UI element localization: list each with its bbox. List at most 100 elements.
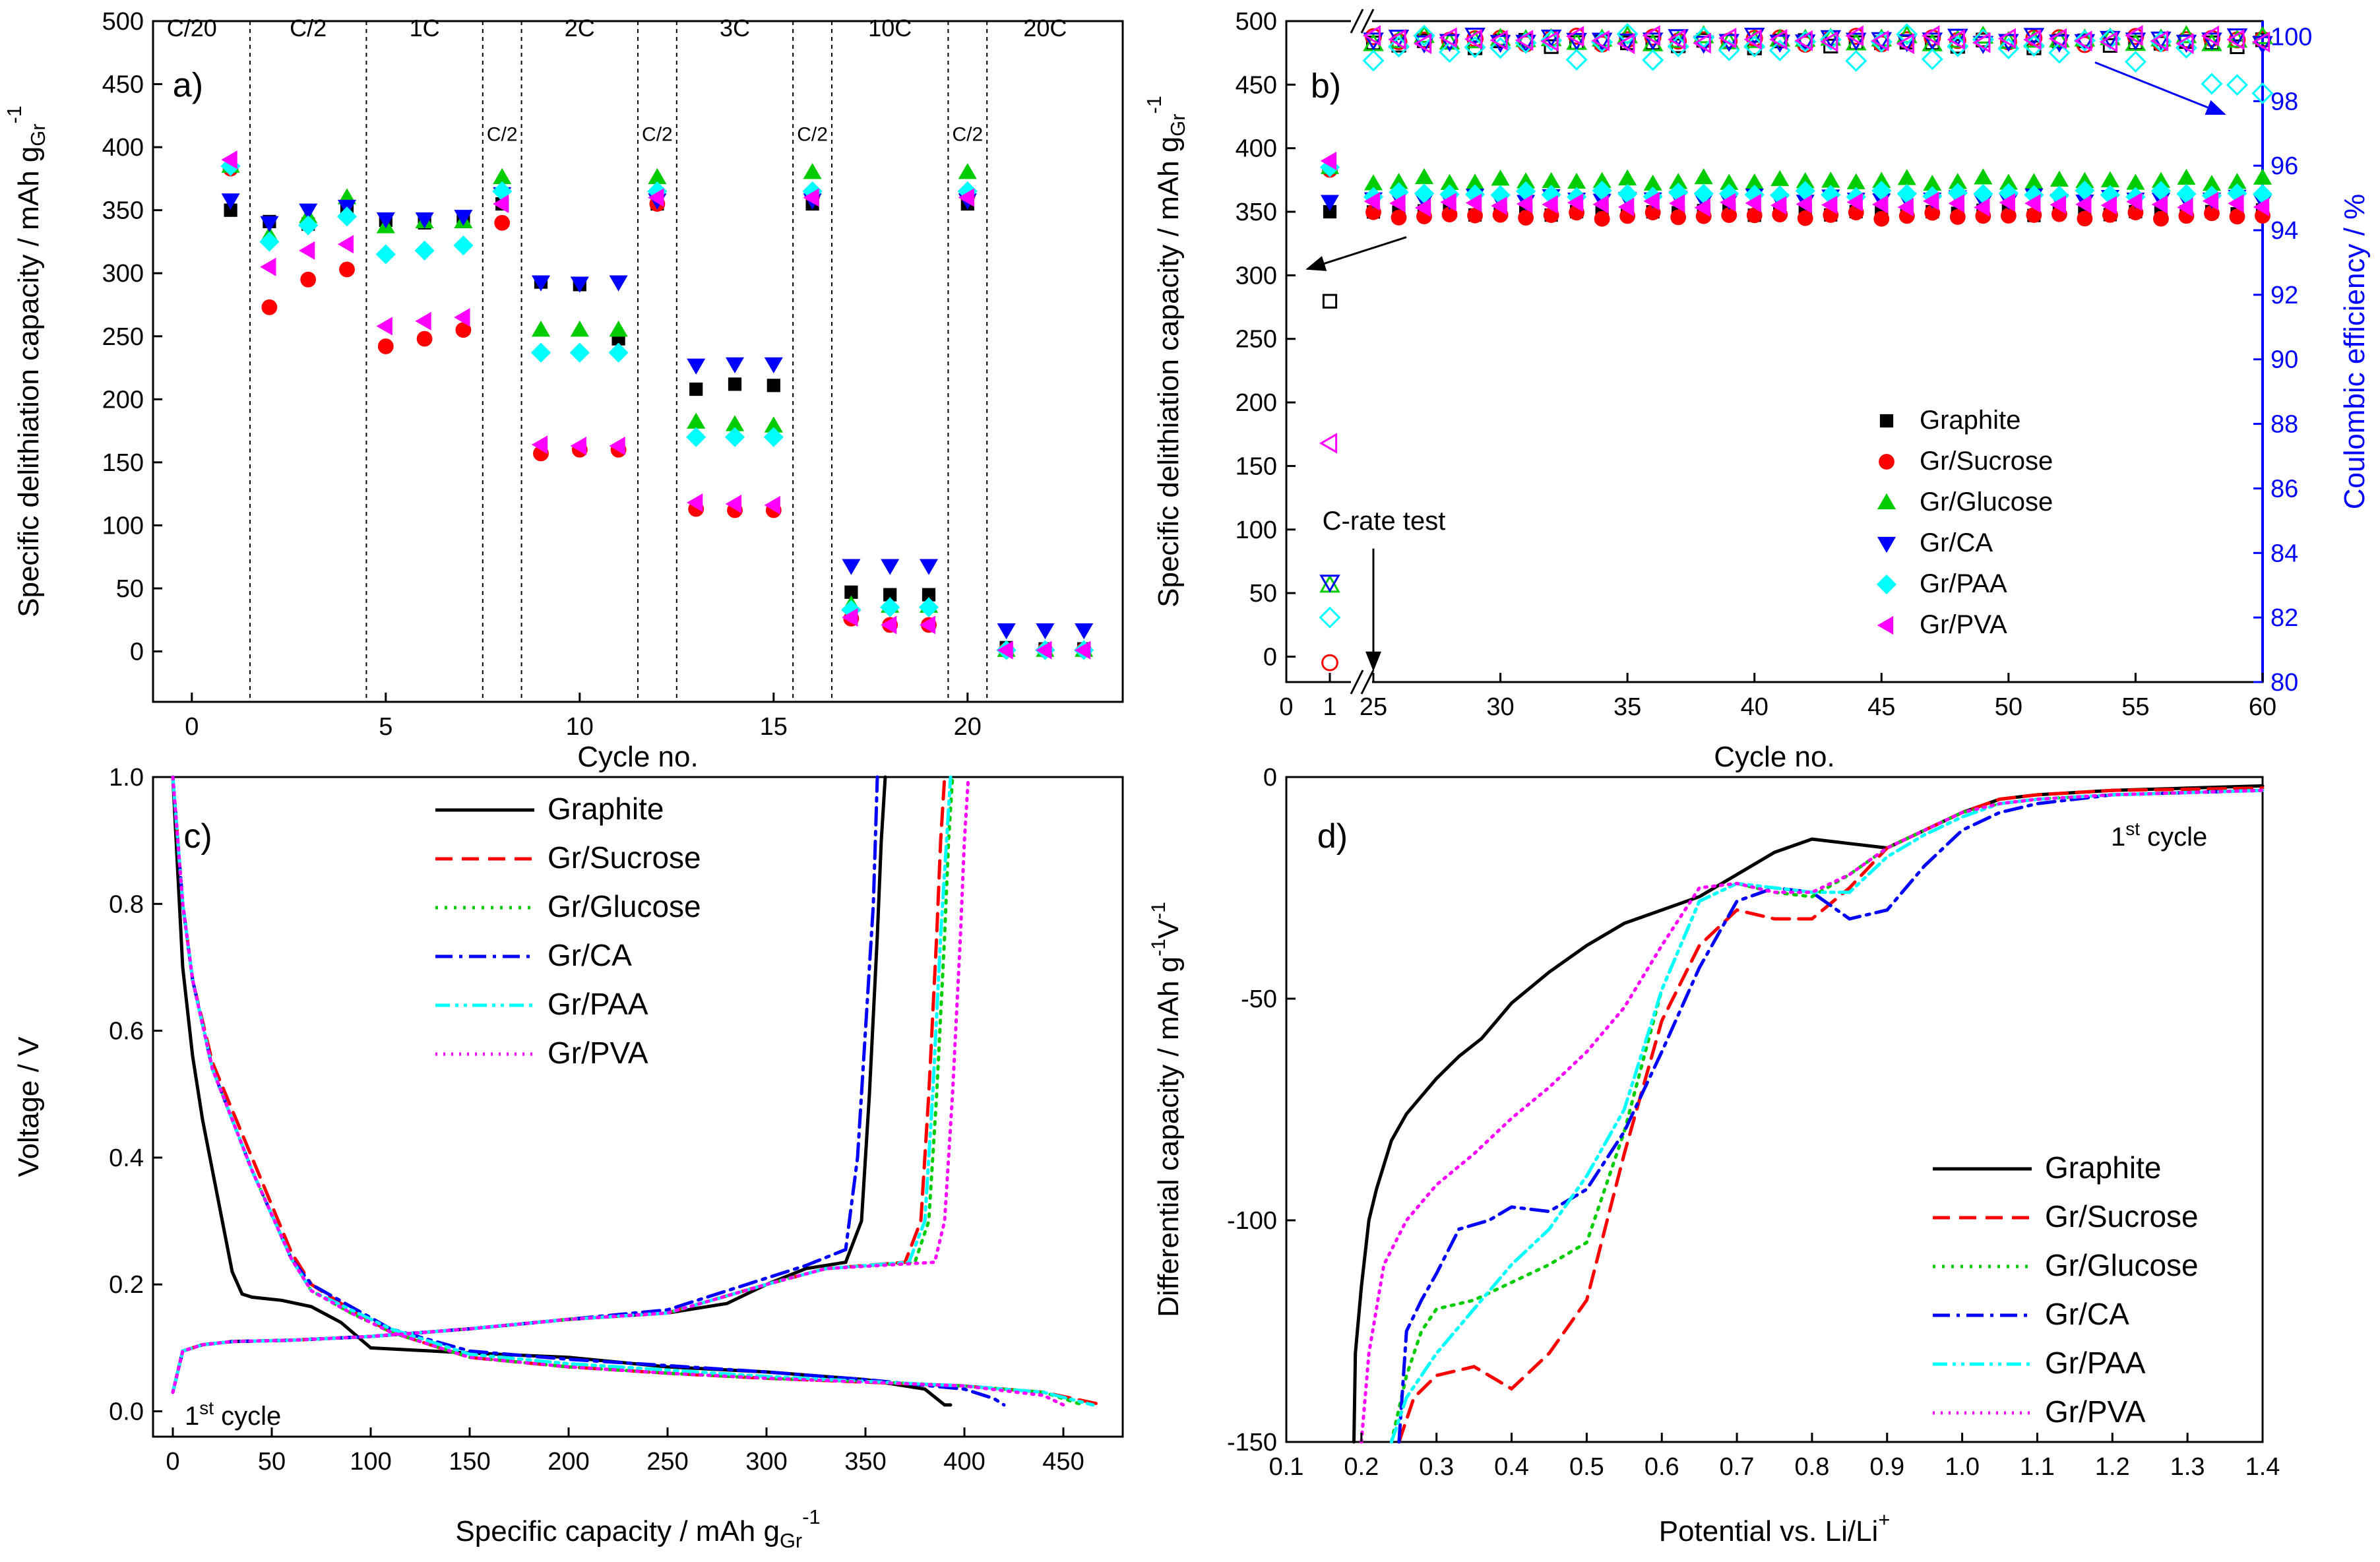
capacity-axis-arrow bbox=[1305, 236, 1407, 271]
data-point bbox=[1643, 191, 1660, 211]
data-point bbox=[454, 308, 470, 327]
legend-marker bbox=[1877, 493, 1896, 510]
legend-label: Gr/Sucrose bbox=[1920, 447, 2053, 476]
data-point bbox=[1642, 32, 1664, 51]
data-point bbox=[494, 214, 511, 231]
panel-a-ytick-label: 200 bbox=[102, 386, 144, 414]
y-axis-title-sub: Gr bbox=[1166, 114, 1189, 137]
panel-b-ytick-label: 400 bbox=[1236, 135, 1277, 163]
data-point bbox=[2125, 32, 2146, 51]
panel-a-ytick-label: 100 bbox=[102, 512, 144, 540]
data-point bbox=[763, 427, 784, 447]
data-point bbox=[1922, 32, 1943, 51]
data-point bbox=[2150, 30, 2169, 51]
data-point bbox=[1591, 30, 1610, 51]
data-point bbox=[1491, 170, 1510, 186]
data-point bbox=[1565, 26, 1584, 47]
data-point bbox=[336, 206, 358, 227]
panel-c-xtick-label: 350 bbox=[844, 1448, 886, 1476]
data-point bbox=[1618, 169, 1637, 185]
legend-label: Gr/Sucrose bbox=[2045, 1199, 2199, 1234]
data-point bbox=[300, 271, 317, 288]
data-point bbox=[2074, 30, 2092, 51]
data-point bbox=[531, 435, 548, 454]
data-point bbox=[1769, 34, 1791, 53]
panel-b-xtick-label: 45 bbox=[1867, 693, 1895, 721]
panel-c-frame bbox=[152, 776, 1124, 1438]
panel-b-ytick-label: 450 bbox=[1236, 71, 1277, 99]
axis-break-mark bbox=[1360, 9, 1375, 34]
y-axis-title: Specific delithiation capacity / mAh gGr… bbox=[3, 106, 49, 617]
data-point bbox=[2177, 168, 2196, 185]
y2-axis-title: Coulombic efficiency / % bbox=[2338, 194, 2371, 510]
ce-axis-arrow bbox=[2094, 61, 2226, 115]
panel-b-ytick-label: 350 bbox=[1236, 199, 1277, 226]
data-point bbox=[2251, 82, 2274, 104]
panel-c-ytick-label: 1.0 bbox=[109, 764, 144, 792]
data-point bbox=[2099, 31, 2118, 53]
data-point bbox=[260, 216, 279, 232]
panel-a-xtick-label: 15 bbox=[760, 713, 788, 741]
panel-b-xtick-label: 30 bbox=[1486, 693, 1514, 721]
y-axis-title: Specific delithiation capacity / mAh gGr… bbox=[1143, 96, 1189, 608]
panel-c-xtick-label: 50 bbox=[258, 1448, 286, 1476]
panel-a-ytick-label: 400 bbox=[102, 134, 144, 162]
series-line bbox=[1360, 788, 2265, 1444]
data-point bbox=[259, 232, 280, 252]
data-point bbox=[2251, 31, 2270, 53]
data-point bbox=[1743, 28, 1762, 50]
data-point bbox=[881, 615, 897, 635]
data-point bbox=[609, 275, 628, 292]
data-point bbox=[2153, 210, 2169, 227]
data-point bbox=[1922, 25, 1940, 47]
data-point bbox=[1845, 49, 1867, 72]
data-point bbox=[1319, 575, 1340, 593]
panel-b-ytick-label: 100 bbox=[1236, 516, 1277, 544]
panel-label: c) bbox=[183, 817, 212, 856]
panel-b: b) 0 1 25 30 35 40 45 50 55 60 0 50 100 150 200 250 300 35… bbox=[1143, 8, 2371, 773]
panel-a-ytick-label: 150 bbox=[102, 449, 144, 477]
data-point bbox=[2201, 32, 2222, 51]
data-point bbox=[725, 357, 745, 374]
data-point bbox=[1796, 195, 1812, 214]
data-point bbox=[1592, 195, 1609, 214]
panel-b-y2tick-label: 84 bbox=[2270, 540, 2298, 567]
series-line bbox=[1397, 786, 2265, 1444]
data-point bbox=[1820, 31, 1838, 52]
data-point bbox=[1036, 640, 1052, 660]
data-point bbox=[415, 311, 431, 330]
data-point bbox=[725, 494, 742, 514]
data-point bbox=[1439, 34, 1460, 52]
data-point bbox=[919, 615, 936, 635]
data-point bbox=[687, 493, 703, 513]
legend-label: Gr/PAA bbox=[2045, 1346, 2146, 1380]
data-point bbox=[842, 608, 858, 627]
data-point bbox=[414, 240, 435, 261]
data-point bbox=[2176, 25, 2197, 44]
data-point bbox=[1743, 30, 1765, 48]
data-point bbox=[2177, 198, 2193, 217]
data-point bbox=[764, 357, 783, 374]
data-point bbox=[2100, 27, 2121, 46]
legend-label: Gr/CA bbox=[548, 938, 632, 972]
data-point bbox=[997, 623, 1016, 640]
panel-b-y2tick-label: 82 bbox=[2270, 604, 2298, 632]
panel-b-y2tick-label: 96 bbox=[2270, 152, 2298, 180]
data-point bbox=[686, 427, 706, 447]
panel-a-xtick-label: 5 bbox=[379, 713, 392, 741]
data-point bbox=[1897, 169, 1916, 185]
data-point bbox=[1565, 49, 1588, 71]
y-axis-title-sup: -1 bbox=[1143, 96, 1166, 113]
legend-label: Gr/PVA bbox=[548, 1036, 648, 1070]
data-point bbox=[1642, 49, 1664, 71]
annotation-sup: st bbox=[2125, 819, 2140, 839]
data-point bbox=[1515, 30, 1534, 51]
data-point bbox=[299, 203, 318, 220]
data-point bbox=[1388, 30, 1410, 48]
data-point bbox=[608, 342, 629, 363]
data-point bbox=[416, 330, 433, 347]
annotation-rest: cycle bbox=[2140, 823, 2207, 852]
panel-d-xtick-label: 1.4 bbox=[2245, 1453, 2280, 1481]
legend-label: Graphite bbox=[1920, 406, 2020, 435]
